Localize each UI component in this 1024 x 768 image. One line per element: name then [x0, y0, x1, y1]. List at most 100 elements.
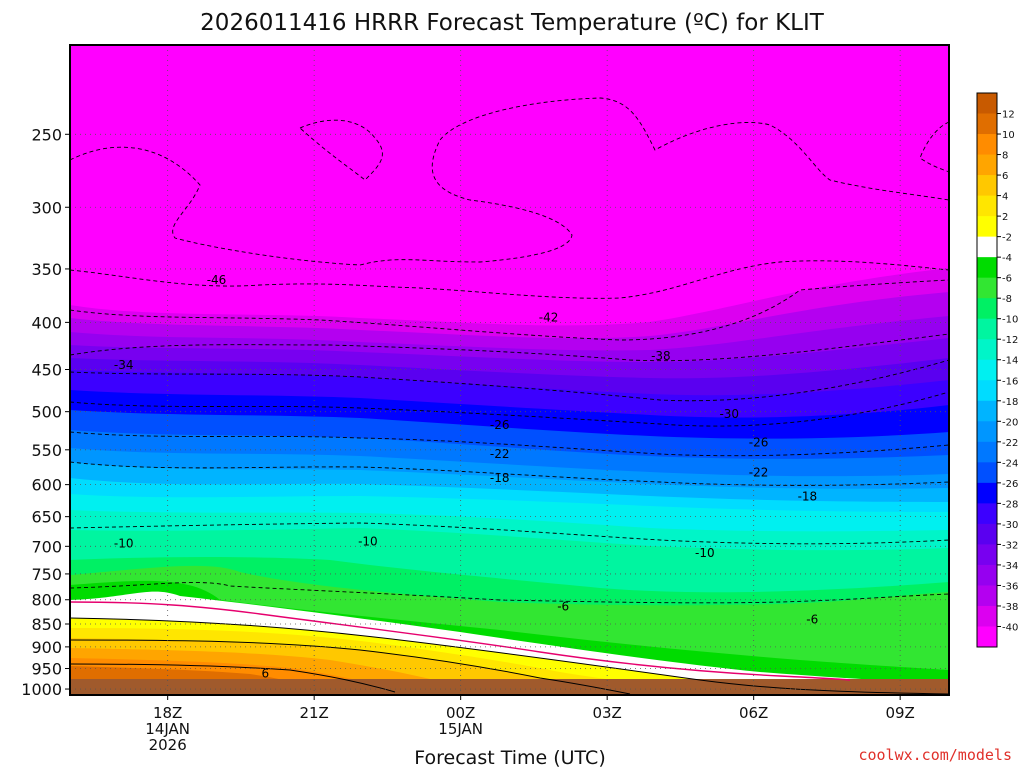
y-tick-label: 350	[31, 260, 62, 279]
contour-label: -26	[749, 435, 769, 449]
y-tick-label: 750	[31, 565, 62, 584]
y-tick-label: 1000	[21, 680, 62, 699]
x-axis-title: Forecast Time (UTC)	[414, 747, 605, 768]
contour-label: -22	[490, 447, 510, 461]
colorbar-label: -14	[1002, 356, 1018, 367]
contour-minus-38	[70, 279, 949, 341]
x-tick-label: 18Z	[153, 704, 182, 722]
colorbar-label: -12	[1002, 335, 1018, 346]
colorbar-swatch	[977, 257, 997, 279]
x-tick-label: 2026	[149, 736, 187, 754]
colorbar-swatch	[977, 544, 997, 566]
colorbar-label: -18	[1002, 397, 1018, 408]
colorbar-swatch	[977, 298, 997, 320]
colorbar-swatch	[977, 318, 997, 340]
x-tick-label: 06Z	[739, 704, 768, 722]
colorbar-swatch	[977, 626, 997, 648]
y-tick-label: 700	[31, 537, 62, 556]
y-tick-label: 850	[31, 615, 62, 634]
x-tick-label: 15JAN	[438, 720, 483, 738]
colorbar-label: -4	[1002, 253, 1012, 264]
contour-minus-34	[70, 333, 949, 362]
plot-area: -46 -42 -38 -34 -30 -26 -26 -22 -22 -18 -18 -10 -10 -…	[70, 45, 949, 695]
colorbar-label: -20	[1002, 417, 1018, 428]
y-tick-label: 950	[31, 660, 62, 679]
contour-label: -38	[651, 349, 671, 363]
contour-label: -10	[114, 536, 134, 550]
colorbar-swatch	[977, 175, 997, 197]
y-tick-label: 400	[31, 313, 62, 332]
colorbar-label: 10	[1002, 130, 1015, 141]
contour-label: -18	[490, 471, 510, 485]
colorbar-swatch	[977, 134, 997, 156]
colorbar-label: -34	[1002, 561, 1018, 572]
y-tick-label: 550	[31, 441, 62, 460]
colorbar-swatch	[977, 93, 997, 115]
colorbar-label: -26	[1002, 479, 1018, 490]
contour-label: -10	[695, 546, 715, 560]
colorbar-label: -24	[1002, 458, 1018, 469]
colorbar-label: 12	[1002, 110, 1015, 121]
contour-label-layer: -46 -42 -38 -34 -30 -26 -26 -22 -22 -18 -18 -10 -10 -…	[114, 273, 818, 681]
negative-contours	[70, 97, 949, 604]
x-tick-label: 14JAN	[145, 720, 190, 738]
colorbar-swatch	[977, 380, 997, 402]
colorbar-swatch	[977, 195, 997, 217]
colorbar: 12 10 8 6 4 2 -2 -4 -6 -8 -10 -12 -14 -16 -18 -20 -22 -24…	[976, 92, 1018, 648]
colorbar-swatch	[977, 441, 997, 463]
colorbar-swatch	[977, 503, 997, 525]
contour-minus-30	[70, 359, 949, 402]
contour-label: 6	[262, 667, 270, 681]
y-tick-label: 600	[31, 476, 62, 495]
colorbar-swatch	[977, 154, 997, 176]
colorbar-label: -2	[1002, 233, 1012, 244]
colorbar-label: -28	[1002, 499, 1018, 510]
colorbar-label: -10	[1002, 315, 1018, 326]
contour-label: -26	[490, 418, 510, 432]
x-tick-label: 21Z	[299, 704, 328, 722]
contour-minus-26	[70, 391, 949, 427]
underground-mask	[70, 679, 949, 695]
contour-label: -30	[719, 407, 739, 421]
colorbar-swatch	[977, 605, 997, 627]
contour-minus-10	[70, 522, 949, 545]
colorbar-label: -8	[1002, 294, 1012, 305]
y-tick-label: 450	[31, 361, 62, 380]
contour-minus-46-island	[299, 119, 383, 181]
colorbar-label: -6	[1002, 274, 1012, 285]
colorbar-swatch	[977, 523, 997, 545]
x-tick-label: 00Z	[446, 704, 475, 722]
x-tick-label: 03Z	[592, 704, 621, 722]
contour-2	[70, 617, 949, 695]
contour-label: -18	[798, 489, 818, 503]
y-tick-label: 800	[31, 591, 62, 610]
freezing-line	[70, 601, 851, 681]
contour-minus-22	[70, 431, 949, 457]
colorbar-swatch	[977, 482, 997, 504]
colorbar-label: -36	[1002, 581, 1018, 592]
colorbar-label: -22	[1002, 438, 1018, 449]
colorbar-frame	[976, 92, 998, 648]
y-tick-label: 500	[31, 403, 62, 422]
colorbar-swatch	[977, 277, 997, 299]
contour-6	[70, 639, 631, 695]
y-tick-label: 650	[31, 508, 62, 527]
contour-minus-18	[70, 461, 949, 486]
colorbar-label: 4	[1002, 192, 1008, 203]
contour-label: -34	[114, 358, 134, 372]
colorbar-label: 6	[1002, 171, 1008, 182]
colorbar-label: -40	[1002, 622, 1018, 633]
colorbar-swatch	[977, 216, 997, 238]
contour-10	[70, 663, 396, 693]
contour-label: -6	[557, 600, 569, 614]
colorbar-swatch	[977, 359, 997, 381]
contour-label: -6	[806, 612, 818, 626]
contour-label: -42	[539, 310, 559, 324]
colorbar-swatch	[977, 564, 997, 586]
positive-contours	[70, 617, 949, 695]
chart-title: 2026011416 HRRR Forecast Temperature (ºC…	[200, 10, 825, 36]
grid-lines	[70, 45, 949, 695]
contour-label: -46	[207, 273, 227, 287]
